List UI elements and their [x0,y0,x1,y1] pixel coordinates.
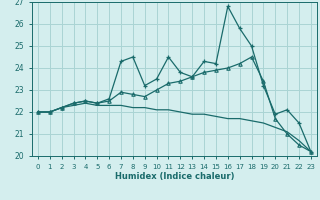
X-axis label: Humidex (Indice chaleur): Humidex (Indice chaleur) [115,172,234,181]
